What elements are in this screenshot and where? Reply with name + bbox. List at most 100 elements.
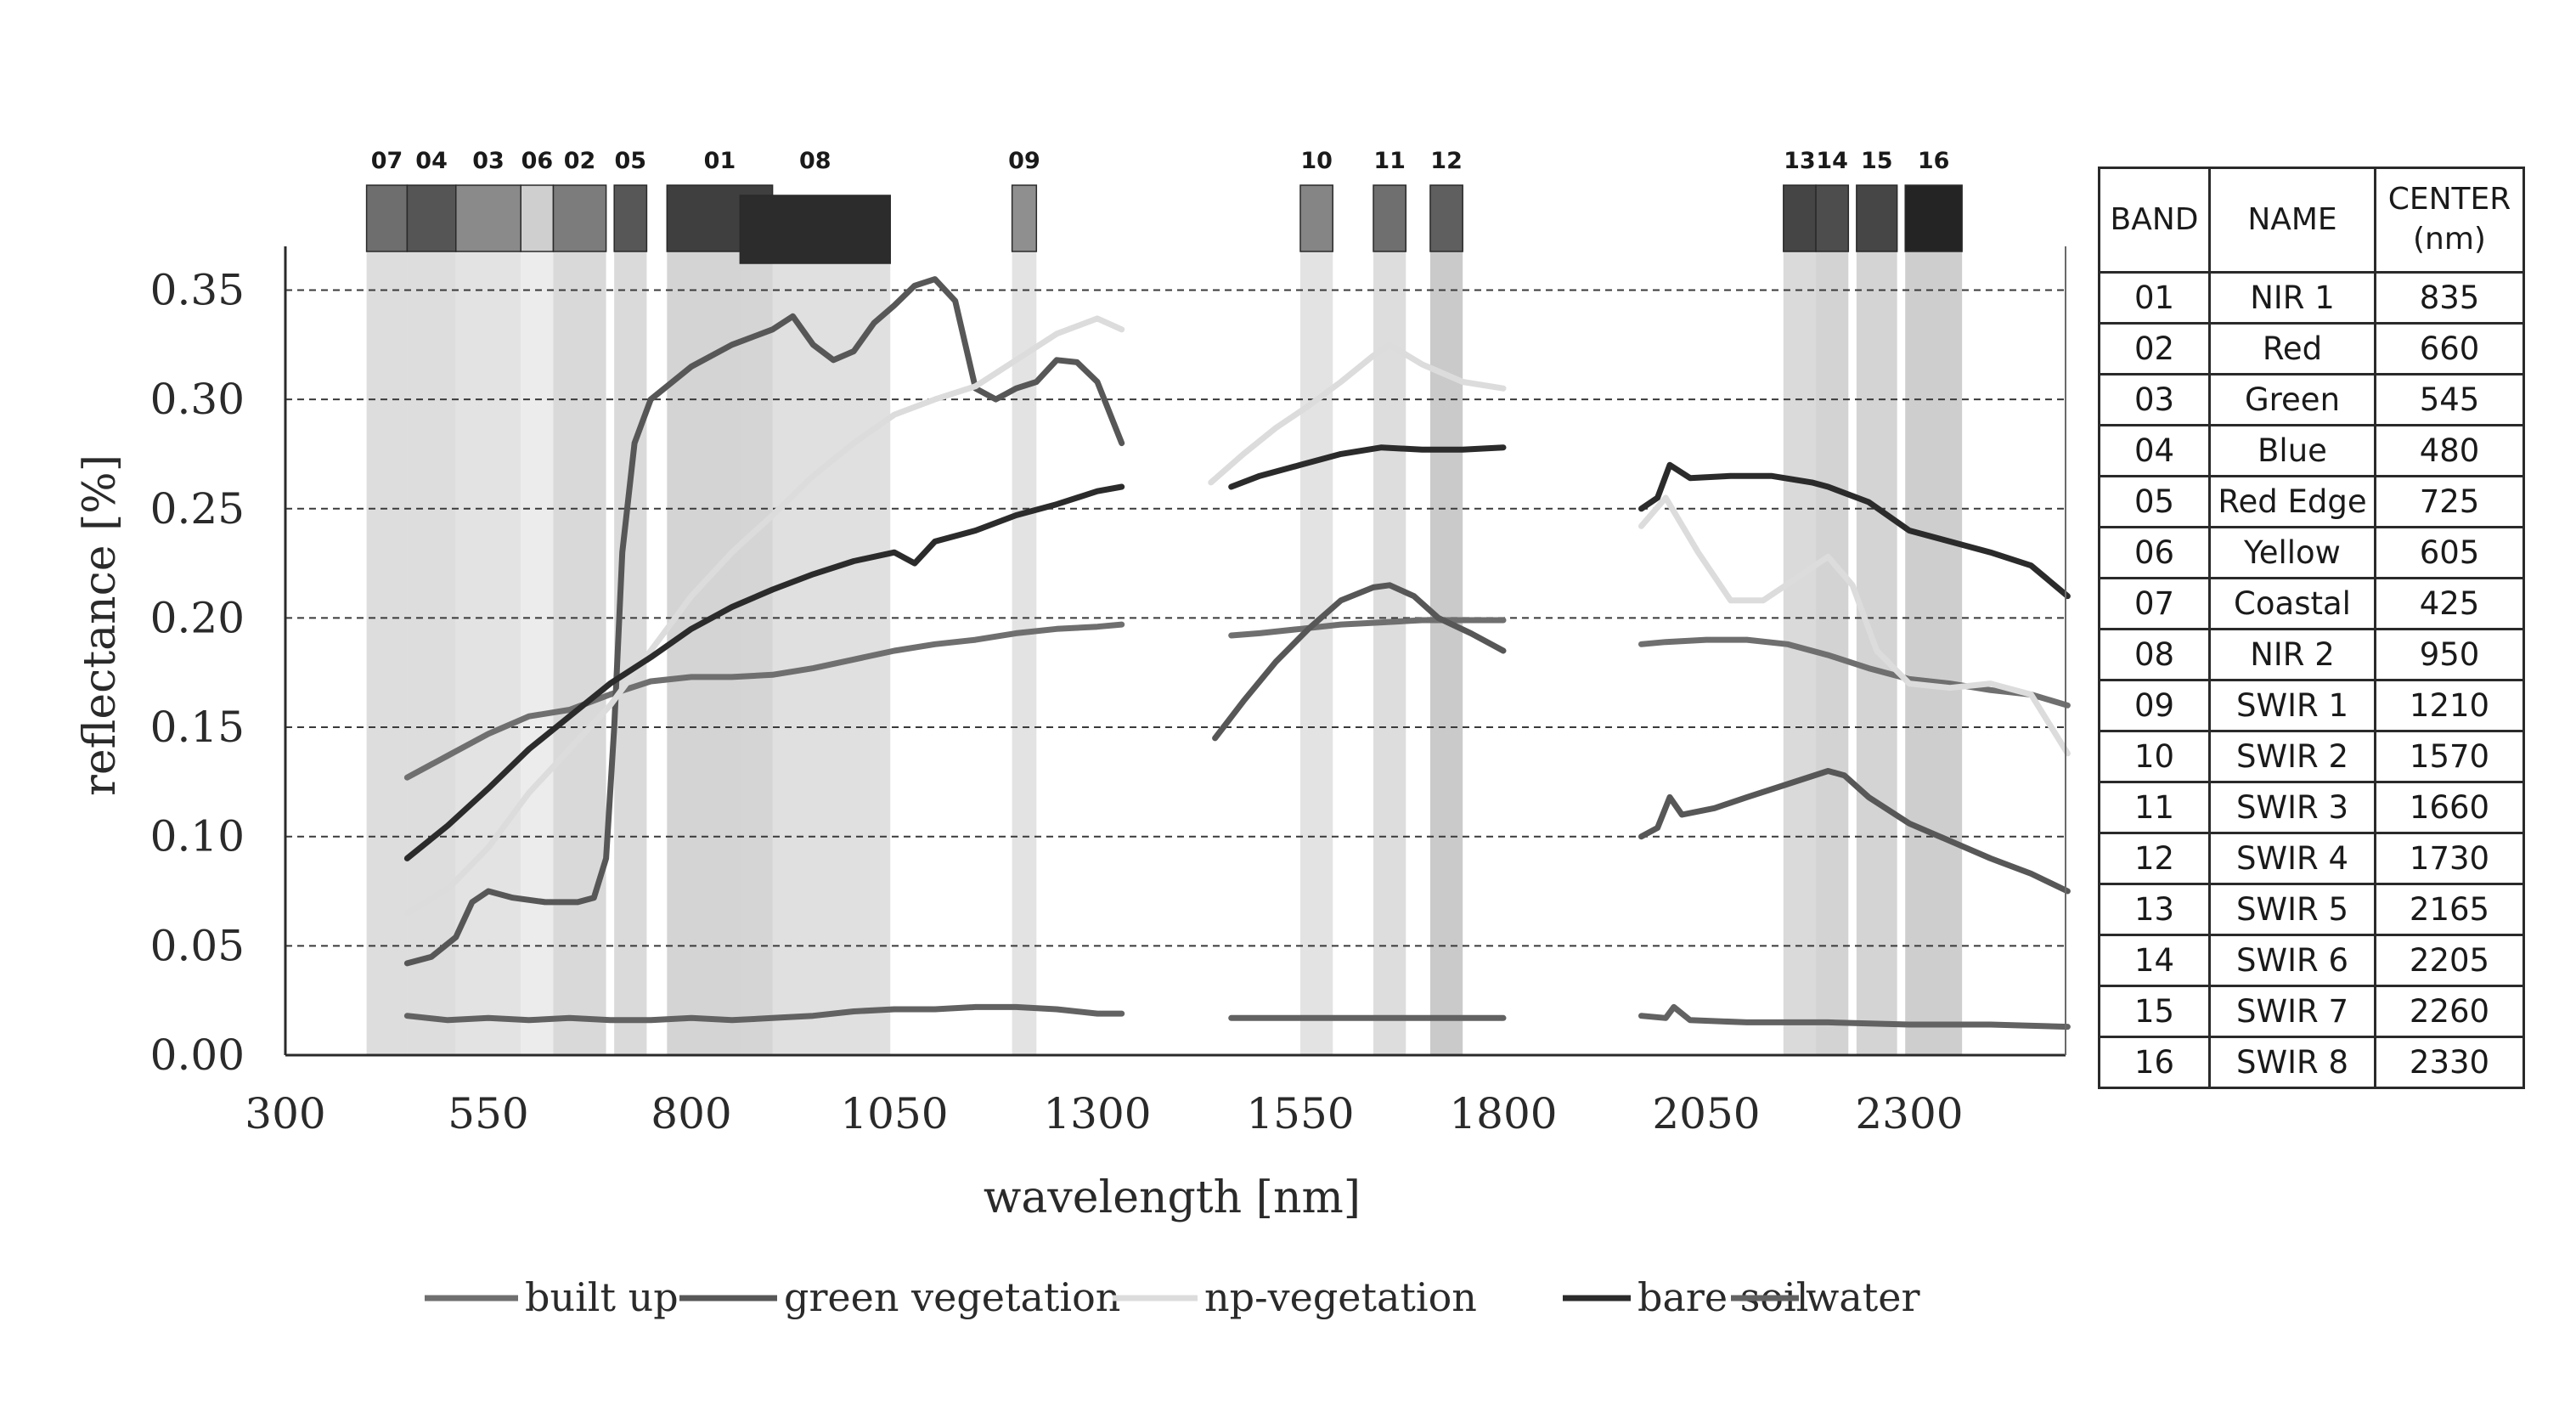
band-cell: 09 (2100, 680, 2210, 731)
band-table-body: 01NIR 183502Red66003Green54504Blue48005R… (2100, 273, 2524, 1088)
band-05-label: 05 (615, 148, 647, 174)
x-axis-title: wavelength [nm] (984, 1172, 1361, 1223)
center-cell: 2260 (2376, 986, 2524, 1037)
series-line (1642, 771, 2068, 892)
band-11-label: 11 (1373, 148, 1406, 174)
band-cell: 04 (2100, 426, 2210, 477)
band-cell: 11 (2100, 782, 2210, 833)
band-cell: 02 (2100, 324, 2210, 375)
center-cell: 660 (2376, 324, 2524, 375)
center-cell: 2205 (2376, 935, 2524, 986)
x-tick-label: 1300 (1043, 1089, 1151, 1138)
band-table: BAND NAME CENTER (nm) 01NIR 183502Red660… (2098, 167, 2525, 1089)
name-cell: Blue (2210, 426, 2376, 477)
name-cell: Red (2210, 324, 2376, 375)
band-06-tile (521, 185, 553, 251)
band-cell: 07 (2100, 579, 2210, 630)
band-05-tile (614, 185, 646, 251)
y-tick-label: 0.10 (150, 812, 245, 861)
band-10-tile (1300, 185, 1333, 251)
x-tick-label: 2300 (1855, 1089, 1963, 1138)
band-02-tile (553, 185, 606, 251)
center-cell: 835 (2376, 273, 2524, 324)
table-row: 07Coastal425 (2100, 579, 2524, 630)
table-row: 08NIR 2950 (2100, 630, 2524, 680)
name-cell: Yellow (2210, 528, 2376, 579)
band-cell: 08 (2100, 630, 2210, 680)
band-table-header-row: BAND NAME CENTER (nm) (2100, 168, 2524, 273)
band-09-label: 09 (1008, 148, 1040, 174)
band-16-tile (1905, 185, 1962, 251)
band-cell: 03 (2100, 375, 2210, 426)
legend-label: np-vegetation (1204, 1274, 1477, 1320)
band-13-tile (1784, 185, 1816, 251)
band-02-shade (553, 246, 606, 1055)
table-row: 04Blue480 (2100, 426, 2524, 477)
band-08-label: 08 (799, 148, 831, 174)
y-tick-label: 0.20 (150, 593, 245, 642)
table-row: 03Green545 (2100, 375, 2524, 426)
table-row: 05Red Edge725 (2100, 477, 2524, 528)
band-03-label: 03 (472, 148, 504, 174)
table-row: 01NIR 1835 (2100, 273, 2524, 324)
y-tick-label: 0.15 (150, 703, 245, 752)
table-row: 13SWIR 52165 (2100, 884, 2524, 935)
y-tick-label: 0.00 (150, 1031, 245, 1080)
name-cell: SWIR 2 (2210, 731, 2376, 782)
band-11-shade (1373, 246, 1406, 1055)
band-07-tile (367, 185, 408, 251)
y-tick-label: 0.30 (150, 375, 245, 424)
table-row: 09SWIR 11210 (2100, 680, 2524, 731)
band-03-tile (456, 185, 521, 251)
band-cell: 01 (2100, 273, 2210, 324)
y-tick-label: 0.25 (150, 484, 245, 534)
legend-label: water (1806, 1274, 1920, 1320)
band-13-label: 13 (1784, 148, 1816, 174)
band-08-tile (740, 195, 890, 263)
band-08-shade (740, 246, 890, 1055)
name-cell: SWIR 5 (2210, 884, 2376, 935)
band-16-label: 16 (1918, 148, 1950, 174)
center-cell: 480 (2376, 426, 2524, 477)
band-11-tile (1373, 185, 1406, 251)
name-header: NAME (2210, 168, 2376, 273)
band-cell: 13 (2100, 884, 2210, 935)
center-cell: 1730 (2376, 833, 2524, 884)
band-tile-layer: 07040306020501080910111213141516 (367, 148, 1963, 263)
band-header: BAND (2100, 168, 2210, 273)
center-cell: 1210 (2376, 680, 2524, 731)
name-cell: Red Edge (2210, 477, 2376, 528)
legend-label: green vegetation (784, 1274, 1120, 1320)
band-12-label: 12 (1430, 148, 1463, 174)
name-cell: Coastal (2210, 579, 2376, 630)
name-cell: Green (2210, 375, 2376, 426)
name-cell: SWIR 7 (2210, 986, 2376, 1037)
table-row: 02Red660 (2100, 324, 2524, 375)
band-01-label: 01 (704, 148, 736, 174)
band-14-label: 14 (1816, 148, 1848, 174)
center-cell: 605 (2376, 528, 2524, 579)
band-16-shade (1905, 246, 1962, 1055)
table-row: 10SWIR 21570 (2100, 731, 2524, 782)
y-axis-title: reflectance [%] (75, 455, 126, 796)
band-cell: 14 (2100, 935, 2210, 986)
center-cell: 2165 (2376, 884, 2524, 935)
name-cell: NIR 2 (2210, 630, 2376, 680)
x-tick-label: 550 (448, 1089, 528, 1138)
band-cell: 06 (2100, 528, 2210, 579)
series-line (1642, 498, 2068, 754)
center-cell: 2330 (2376, 1037, 2524, 1088)
center-cell: 425 (2376, 579, 2524, 630)
center-cell: 1570 (2376, 731, 2524, 782)
center-cell: 545 (2376, 375, 2524, 426)
band-cell: 16 (2100, 1037, 2210, 1088)
name-cell: SWIR 6 (2210, 935, 2376, 986)
x-tick-label: 1550 (1246, 1089, 1354, 1138)
x-tick-label: 800 (651, 1089, 731, 1138)
band-04-shade (407, 246, 455, 1055)
band-07-label: 07 (371, 148, 403, 174)
name-cell: SWIR 3 (2210, 782, 2376, 833)
series-line (1642, 465, 2068, 596)
x-tick-label: 1800 (1449, 1089, 1557, 1138)
table-row: 15SWIR 72260 (2100, 986, 2524, 1037)
